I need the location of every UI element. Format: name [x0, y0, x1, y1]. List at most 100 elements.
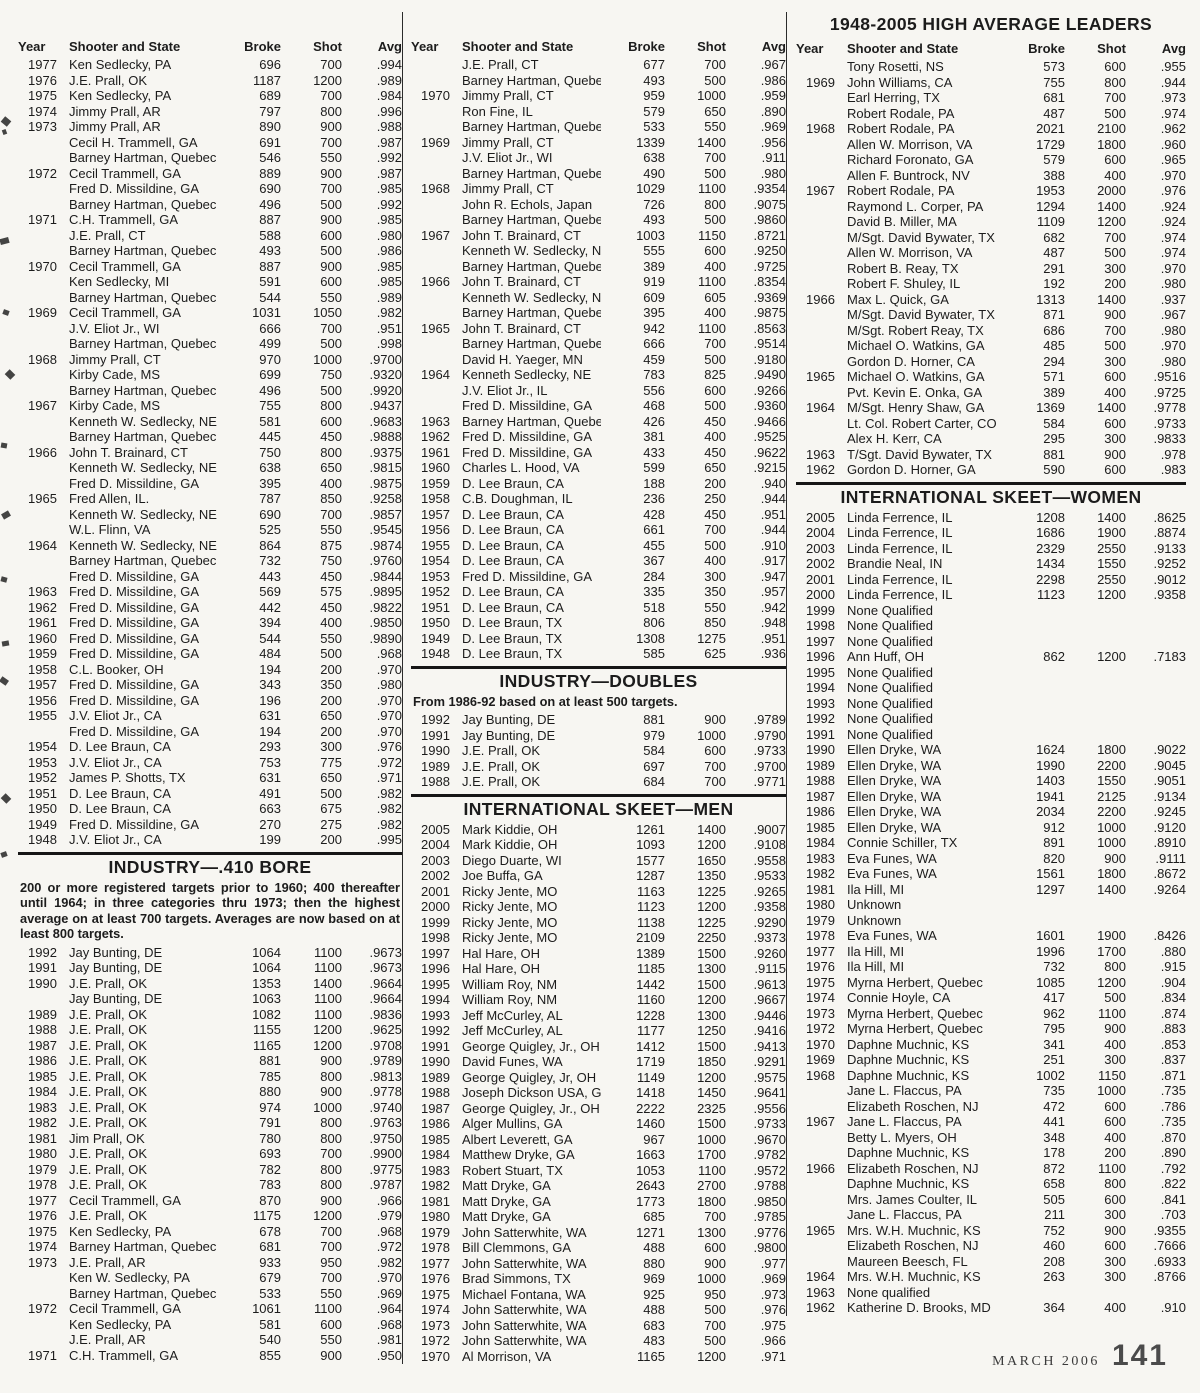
- header-shot: Shot: [1097, 41, 1126, 56]
- year-cell: 1973: [421, 1317, 450, 1333]
- table-row: 1970 Jimmy Prall, CT 959 1000 .959: [411, 88, 786, 104]
- year-cell: 1987: [806, 788, 835, 804]
- broke-cell: 1177: [637, 1023, 665, 1038]
- avg-cell: .9051: [1153, 773, 1186, 788]
- avg-cell: .977: [760, 1255, 786, 1271]
- year-cell: 1969: [28, 305, 57, 320]
- shot-cell: 450: [320, 568, 342, 584]
- avg-cell: .9673: [369, 944, 402, 960]
- broke-cell: 291: [1043, 260, 1065, 276]
- shot-cell: 1200: [313, 72, 342, 88]
- avg-cell: .985: [376, 274, 402, 289]
- shot-cell: 200: [320, 661, 342, 677]
- shot-cell: 200: [704, 475, 726, 491]
- avg-cell: .978: [1160, 446, 1186, 462]
- table-row: 2001 Linda Ferrence, IL 2298 2550 .9012: [796, 572, 1186, 588]
- broke-cell: 599: [643, 460, 665, 475]
- avg-cell: .974: [1160, 105, 1186, 121]
- shooter-cell: D. Lee Braun, CA: [462, 506, 564, 522]
- shooter-cell: Mark Kiddie, OH: [462, 837, 558, 852]
- year-cell: 1994: [806, 680, 835, 695]
- table-row: 2000 Ricky Jente, MO 1123 1200 .9358: [411, 899, 786, 915]
- shooter-cell: Ken W. Sedlecky, PA: [69, 1270, 190, 1285]
- avg-cell: .9733: [753, 743, 786, 758]
- shooter-cell: C.B. Doughman, IL: [462, 491, 573, 506]
- shot-cell: 1350: [697, 868, 726, 883]
- broke-cell: 1941: [1036, 788, 1065, 804]
- table-row: Allen W. Morrison, VA 1729 1800 .960: [796, 137, 1186, 153]
- shooter-cell: Fred D. Missildine, GA: [462, 398, 593, 413]
- shooter-cell: D. Lee Braun, TX: [462, 646, 563, 661]
- year-cell: 1989: [421, 1069, 450, 1085]
- table-row: 1953 Fred D. Missildine, GA 284 300 .947: [411, 569, 786, 585]
- avg-cell: .980: [376, 677, 402, 692]
- year-cell: 1966: [28, 444, 57, 460]
- year-cell: 1960: [421, 460, 450, 475]
- avg-cell: .996: [376, 103, 402, 119]
- avg-cell: .9264: [1153, 881, 1186, 897]
- broke-cell: 783: [259, 1177, 281, 1192]
- shooter-cell: Alger Mullins, GA: [462, 1116, 563, 1131]
- table-row: Barney Hartman, Quebec 493 500 .986: [411, 73, 786, 89]
- shot-cell: 550: [320, 150, 342, 165]
- shooter-cell: Bill Clemmons, GA: [462, 1240, 572, 1255]
- shooter-cell: C.L. Booker, OH: [69, 661, 164, 677]
- shooter-cell: None Qualified: [847, 711, 933, 726]
- shot-cell: 600: [1104, 1191, 1126, 1207]
- year-cell: 1959: [28, 646, 57, 661]
- broke-cell: 699: [259, 367, 281, 382]
- shot-cell: 1450: [697, 1085, 726, 1100]
- shooter-cell: J.E. Prall, OK: [462, 743, 541, 758]
- shooter-cell: Barney Hartman, Quebec: [462, 72, 601, 88]
- avg-cell: .976: [1160, 183, 1186, 198]
- industry-410-table: 1992 Jay Bunting, DE 1064 1100 .9673 1991 Jay …: [18, 945, 402, 1364]
- shooter-cell: J.E. Prall, CT: [69, 227, 146, 243]
- year-cell: 1974: [806, 990, 835, 1005]
- table-row: 1957 Fred D. Missildine, GA 343 350 .980: [18, 677, 402, 693]
- avg-cell: .871: [1160, 1067, 1186, 1083]
- table-row: 1967 Robert Rodale, PA 1953 2000 .976: [796, 183, 1186, 199]
- shot-cell: 300: [1104, 1052, 1126, 1067]
- avg-cell: .980: [1160, 276, 1186, 291]
- shot-cell: 1200: [697, 899, 726, 914]
- year-cell: 1976: [28, 1208, 57, 1223]
- shooter-cell: Kenneth W. Sedlecky, NE: [69, 413, 217, 429]
- avg-cell: .9437: [369, 398, 402, 413]
- shot-cell: 1100: [1098, 1005, 1126, 1021]
- broke-cell: 1729: [1036, 136, 1065, 152]
- page-number: 141: [1111, 1339, 1168, 1372]
- table-row: J.E. Prall, CT 588 600 .980: [18, 228, 402, 244]
- shot-cell: 1300: [697, 1224, 726, 1240]
- shooter-cell: Kenneth W. Sedlecky, NE: [462, 243, 601, 258]
- shooter-cell: C.H. Trammell, GA: [69, 212, 179, 227]
- year-cell: 1965: [806, 369, 835, 384]
- table-row: 1958 C.L. Booker, OH 194 200 .970: [18, 662, 402, 678]
- table-row: 1976 Brad Simmons, TX 969 1000 .969: [411, 1271, 786, 1287]
- avg-cell: .9787: [369, 1177, 402, 1192]
- avg-cell: .9490: [753, 367, 786, 382]
- shooter-cell: J.E. Prall, OK: [69, 1006, 148, 1022]
- avg-cell: .9354: [753, 181, 786, 196]
- avg-cell: .9290: [753, 914, 786, 930]
- shot-cell: 650: [320, 460, 342, 475]
- table-row: 1965 Mrs. W.H. Muchnic, KS 752 900 .9355: [796, 1223, 1186, 1239]
- shooter-cell: Ila Hill, MI: [847, 881, 905, 897]
- broke-cell: 579: [1043, 152, 1065, 167]
- broke-cell: 428: [643, 506, 665, 522]
- avg-cell: .9822: [369, 599, 402, 615]
- table-row: 1984 Matthew Dryke, GA 1663 1700 .9782: [411, 1147, 786, 1163]
- year-cell: 1976: [806, 959, 835, 974]
- table-row: Elizabeth Roschen, NJ 460 600 .7666: [796, 1238, 1186, 1254]
- year-cell: 1992: [421, 1023, 450, 1038]
- year-cell: 1957: [28, 677, 57, 692]
- year-cell: 1949: [28, 816, 57, 832]
- avg-cell: .987: [376, 165, 402, 181]
- avg-cell: .982: [376, 816, 402, 832]
- shot-cell: 950: [320, 1254, 342, 1270]
- year-cell: 1984: [28, 1084, 57, 1099]
- section-divider: [18, 851, 402, 855]
- avg-cell: .9782: [753, 1147, 786, 1162]
- avg-cell: .947: [760, 568, 786, 584]
- table-row: 1959 Fred D. Missildine, GA 484 500 .968: [18, 646, 402, 662]
- avg-cell: .971: [760, 1348, 786, 1364]
